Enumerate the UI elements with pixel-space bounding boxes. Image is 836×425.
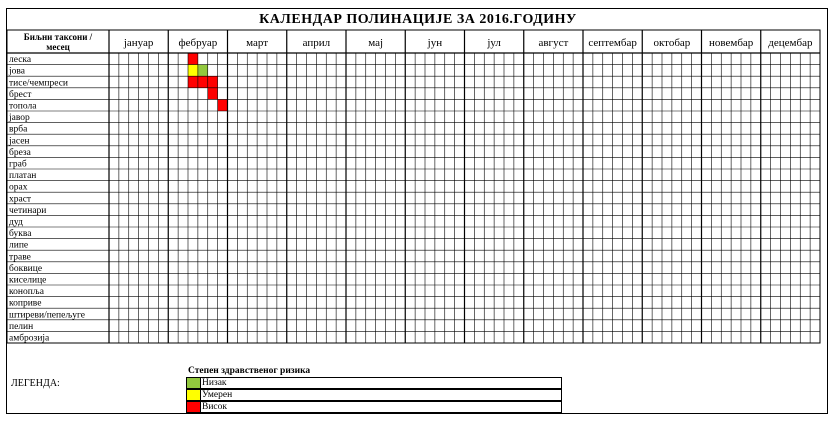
taxon-label: врба	[9, 124, 28, 135]
taxon-label: киселице	[9, 276, 46, 286]
taxon-label: боквице	[9, 263, 42, 274]
legend-heading: Степен здравственог ризика	[188, 366, 311, 376]
month-label: децембар	[768, 37, 813, 49]
heatmap-cell	[197, 76, 208, 88]
month-label: јул	[486, 37, 501, 49]
heatmap-cell	[197, 64, 208, 77]
taxon-label: штиреви/пепељуге	[9, 310, 85, 320]
month-label: јануар	[123, 37, 154, 49]
taxon-label: брест	[9, 89, 32, 100]
legend-label-low: Низак	[202, 378, 227, 388]
taxon-label: пелин	[9, 322, 33, 332]
corner-header-line2: месец	[46, 42, 70, 52]
legend-swatch-low	[187, 378, 201, 388]
heatmap-cell	[188, 76, 198, 88]
taxon-label: тисе/чемпреси	[9, 78, 68, 88]
taxon-label: дуд	[9, 218, 23, 228]
taxon-label: орах	[9, 183, 28, 193]
grid-outline	[6, 29, 821, 344]
legend-swatch-moderate	[187, 390, 201, 400]
legend-swatch-high	[187, 402, 201, 412]
taxon-label: јавор	[8, 113, 30, 123]
taxon-label: буква	[9, 228, 32, 239]
month-label: март	[246, 37, 268, 49]
legend-item-moderate: Умерен	[186, 389, 562, 401]
corner-header-line1: Биљни таксони /	[24, 32, 93, 42]
month-label: фебруар	[179, 37, 218, 49]
taxon-label: бреза	[9, 147, 32, 158]
taxon-label: јова	[8, 67, 26, 77]
taxon-label: граб	[9, 159, 27, 170]
taxon-label: четинари	[9, 206, 46, 216]
month-label: јун	[427, 37, 443, 49]
taxon-label: платан	[9, 171, 36, 181]
legend-item-high: Висок	[186, 401, 562, 413]
month-label: септембар	[588, 37, 637, 49]
month-label: октобар	[653, 37, 690, 49]
taxon-label: јасен	[8, 136, 30, 146]
heatmap-cell	[207, 76, 218, 88]
heatmap-cell	[207, 87, 218, 100]
month-label: мај	[368, 37, 383, 49]
chart-title: КАЛЕНДАР ПОЛИНАЦИЈЕ ЗА 2016.ГОДИНУ	[259, 12, 577, 27]
taxon-label: леска	[9, 55, 32, 65]
month-label: новембар	[709, 37, 754, 49]
taxon-label: амброзија	[9, 333, 50, 344]
taxon-label: топола	[9, 102, 37, 112]
taxon-label: коприве	[9, 299, 41, 309]
taxon-label: конопља	[9, 287, 45, 297]
taxon-label: храст	[9, 194, 32, 204]
legend-label: ЛЕГЕНДА:	[11, 378, 60, 389]
month-label: април	[303, 37, 331, 49]
heatmap-cell	[188, 64, 198, 77]
heatmap-cell	[188, 53, 198, 65]
taxon-label: липе	[9, 241, 28, 251]
month-label: август	[538, 37, 568, 49]
legend-label-moderate: Умерен	[202, 390, 233, 400]
taxon-label: траве	[9, 252, 31, 262]
heatmap-cell	[217, 99, 228, 111]
legend-item-low: Низак	[186, 377, 562, 389]
legend-label-high: Висок	[202, 402, 228, 412]
